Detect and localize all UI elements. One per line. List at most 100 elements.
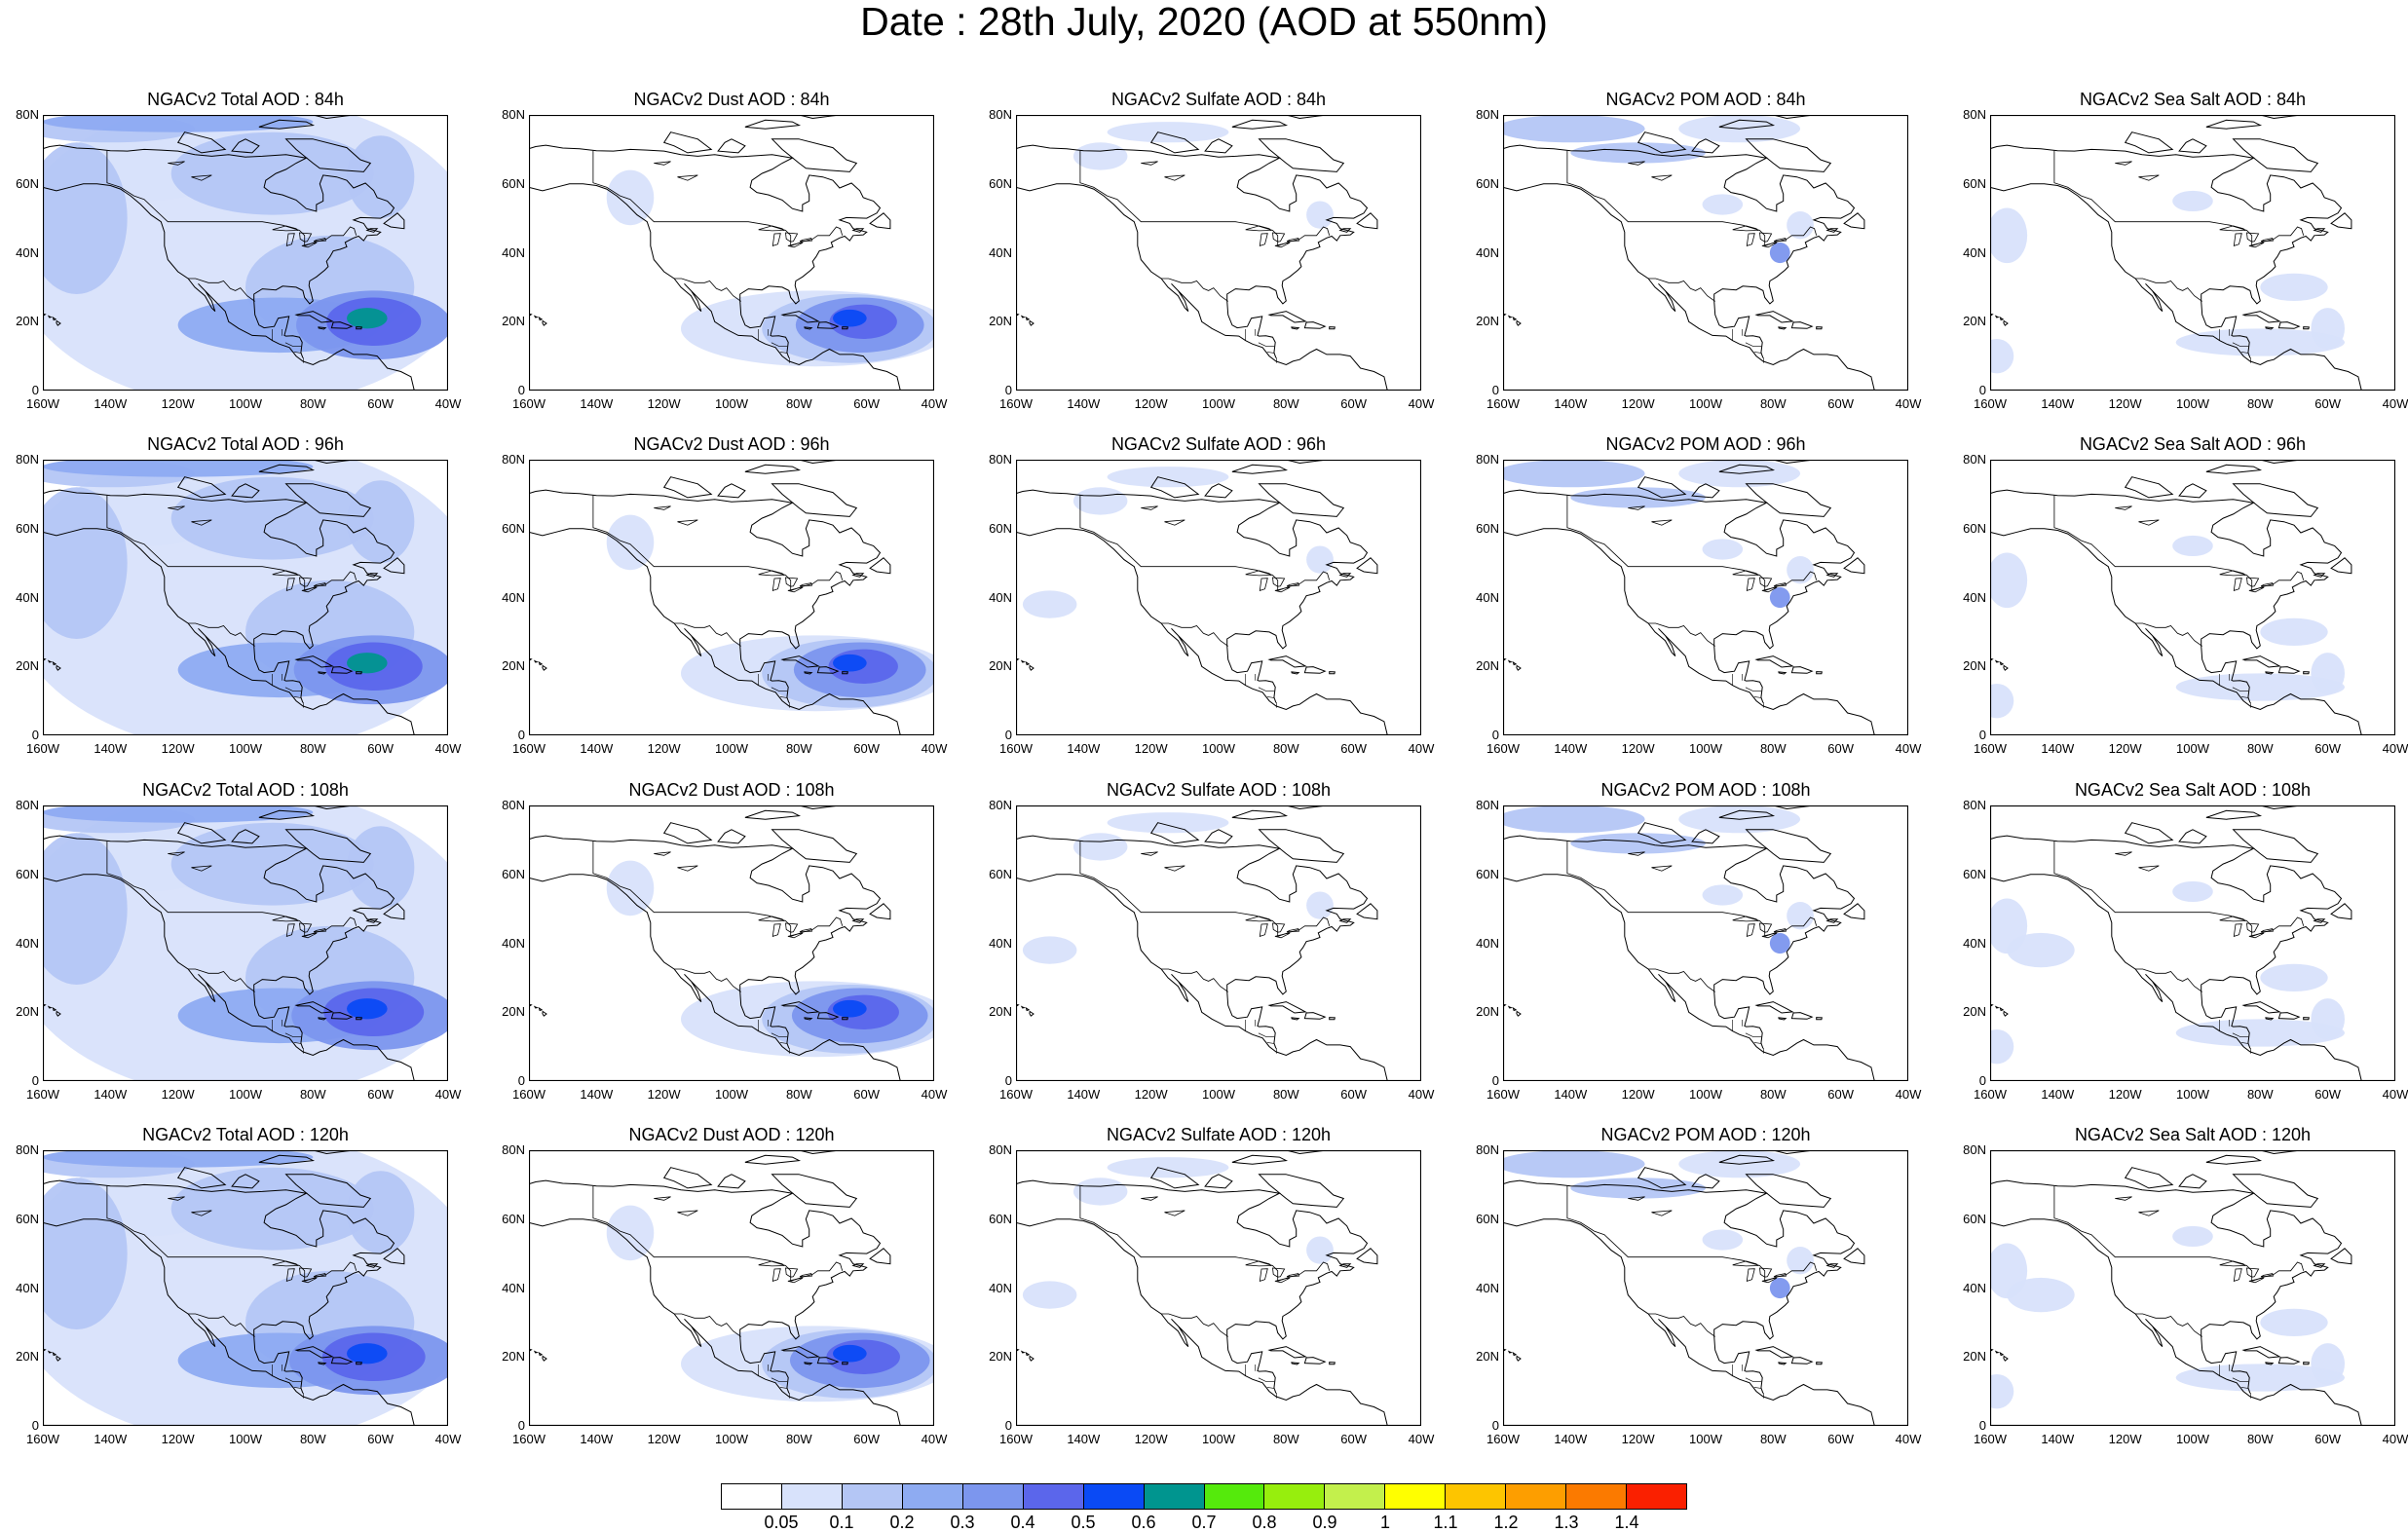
- colorbar-swatch: [1084, 1484, 1145, 1509]
- lon-tick-label: 60W: [1330, 741, 1378, 756]
- island-outline: [1330, 1018, 1336, 1020]
- island-outline: [772, 484, 857, 517]
- lon-tick-label: 40W: [910, 396, 959, 411]
- lon-tick-label: 120W: [1614, 1432, 1663, 1446]
- colorbar: [721, 1483, 1687, 1510]
- island-outline: [2000, 318, 2003, 320]
- lon-tick-label: 160W: [19, 741, 67, 756]
- aod-plume: [1306, 891, 1334, 918]
- aod-plume: [1503, 1150, 1645, 1178]
- lon-tick-label: 80W: [1749, 396, 1797, 411]
- island-outline: [1026, 318, 1029, 320]
- lat-tick-label: 40N: [1949, 936, 1986, 951]
- map-panel: [1016, 115, 1421, 391]
- lat-tick-label: 20N: [488, 314, 525, 328]
- lon-tick-label: 80W: [774, 1087, 823, 1102]
- aod-plume: [1570, 833, 1706, 853]
- lake-outline: [1747, 234, 1754, 246]
- lake-outline: [1273, 233, 1285, 242]
- map-panel: [1016, 460, 1421, 735]
- lon-tick-label: 160W: [19, 396, 67, 411]
- lon-tick-label: 100W: [1194, 1087, 1243, 1102]
- island-outline: [1232, 1155, 1286, 1164]
- panel-title: NGACv2 Total AOD : 108h: [4, 780, 487, 801]
- lat-tick-label: 40N: [975, 245, 1012, 260]
- lon-tick-label: 100W: [1194, 396, 1243, 411]
- map-panel: [1990, 805, 2395, 1081]
- colorbar-swatch: [1325, 1484, 1385, 1509]
- lake-outline: [1260, 924, 1267, 937]
- lat-tick-label: 40N: [488, 936, 525, 951]
- lon-tick-label: 100W: [2168, 741, 2217, 756]
- lon-tick-label: 120W: [2101, 396, 2150, 411]
- map-panel: [1016, 1150, 1421, 1426]
- aod-plume: [833, 1345, 867, 1363]
- lat-tick-label: 40N: [488, 1281, 525, 1295]
- coastline: [1714, 301, 1763, 357]
- lon-tick-label: 120W: [1614, 396, 1663, 411]
- lat-tick-label: 20N: [975, 658, 1012, 673]
- lat-tick-label: 80N: [2, 1142, 39, 1157]
- lat-tick-label: 20N: [1949, 658, 1986, 673]
- lon-tick-label: 160W: [19, 1087, 67, 1102]
- map-panel: [43, 1150, 448, 1426]
- island-outline: [1026, 1008, 1029, 1011]
- lat-tick-label: 80N: [2, 107, 39, 122]
- aod-plume: [1073, 1178, 1127, 1205]
- island-outline: [1517, 1012, 1521, 1017]
- island-outline: [1260, 139, 1344, 172]
- map-panel: [43, 460, 448, 735]
- island-outline: [543, 1012, 546, 1017]
- lon-tick-label: 140W: [86, 1432, 134, 1446]
- aod-plume: [1073, 487, 1127, 514]
- lake-outline: [1165, 175, 1185, 180]
- aod-plume: [1787, 211, 1814, 239]
- lake-outline: [1760, 578, 1772, 586]
- island-outline: [1292, 1363, 1298, 1365]
- island-outline: [1330, 327, 1336, 329]
- lake-outline: [788, 1278, 803, 1283]
- lat-tick-label: 20N: [1949, 314, 1986, 328]
- island-outline: [1260, 1175, 1344, 1208]
- island-outline: [1330, 1363, 1336, 1365]
- lon-tick-label: 140W: [1059, 741, 1108, 756]
- island-outline: [1292, 1018, 1298, 1020]
- aod-plume: [171, 823, 374, 906]
- island-outline: [664, 132, 712, 153]
- island-outline: [1513, 318, 1516, 320]
- lon-tick-label: 160W: [1966, 1432, 2014, 1446]
- lat-tick-label: 80N: [488, 107, 525, 122]
- lon-tick-label: 140W: [2033, 396, 2082, 411]
- island-outline: [772, 139, 857, 172]
- lon-tick-label: 40W: [2371, 741, 2408, 756]
- island-outline: [1747, 830, 1831, 863]
- island-outline: [745, 1155, 799, 1164]
- island-outline: [1791, 667, 1812, 674]
- lat-tick-label: 20N: [1462, 1349, 1499, 1364]
- island-outline: [1817, 1018, 1823, 1020]
- lon-tick-label: 60W: [2304, 741, 2352, 756]
- island-outline: [1304, 1013, 1325, 1020]
- lat-tick-label: 80N: [1462, 1142, 1499, 1157]
- lat-tick-label: 0: [2, 728, 39, 742]
- lat-tick-label: 40N: [975, 590, 1012, 605]
- island-outline: [1232, 810, 1286, 819]
- island-outline: [1022, 317, 1024, 318]
- island-outline: [1756, 656, 1792, 667]
- lat-tick-label: 80N: [975, 798, 1012, 812]
- lon-tick-label: 100W: [2168, 396, 2217, 411]
- lon-tick-label: 160W: [19, 1432, 67, 1446]
- island-outline: [539, 662, 542, 665]
- aod-plume: [1503, 805, 1645, 833]
- lat-tick-label: 40N: [2, 1281, 39, 1295]
- lat-tick-label: 80N: [488, 1142, 525, 1157]
- lake-outline: [1275, 1278, 1290, 1283]
- colorbar-tick-label: 0.1: [812, 1513, 871, 1533]
- island-outline: [1517, 1357, 1521, 1362]
- lake-outline: [1747, 924, 1754, 937]
- lon-tick-label: 160W: [505, 396, 553, 411]
- lon-tick-label: 100W: [221, 741, 270, 756]
- colorbar-tick-label: 0.2: [873, 1513, 931, 1533]
- lake-outline: [788, 587, 803, 592]
- colorbar-swatch: [903, 1484, 963, 1509]
